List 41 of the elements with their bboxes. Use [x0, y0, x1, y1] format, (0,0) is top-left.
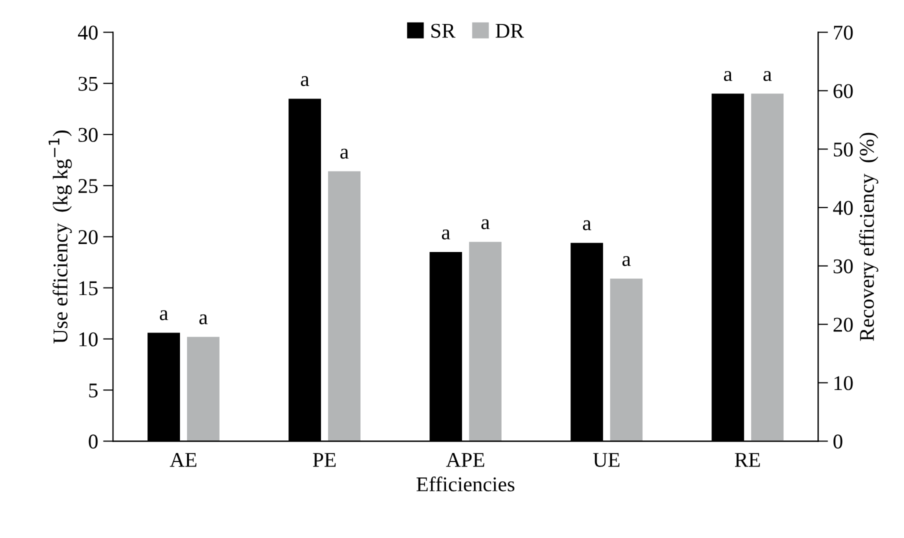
x-tick-label: UE	[593, 453, 620, 467]
data-label: a	[442, 230, 450, 240]
x-tick-label: AE	[170, 452, 196, 467]
y2-tick-label: 40	[833, 200, 853, 215]
bar	[610, 278, 643, 442]
y-tick-label: 5	[89, 384, 98, 398]
y2-tick-label: 30	[834, 259, 853, 274]
data-label: a	[481, 219, 490, 230]
data-label: a	[160, 310, 168, 320]
y2-tick-label: 50	[834, 142, 853, 157]
data-label: a	[340, 148, 349, 159]
legend-label: SR	[431, 24, 456, 38]
y-tick-label: 30	[78, 128, 98, 142]
y-tick-label: 10	[79, 332, 98, 346]
data-label: a	[300, 76, 310, 86]
y-tick-label: 15	[79, 281, 98, 296]
y2-tick-label: 0	[834, 434, 842, 449]
y-tick-label: 0	[88, 434, 98, 449]
data-label: a	[582, 220, 592, 230]
x-tick-label: PE	[312, 453, 336, 467]
y2-tick-label: 10	[834, 376, 853, 390]
bar	[328, 171, 360, 442]
y-tick-label: 25	[78, 179, 98, 194]
bar	[469, 242, 502, 442]
data-label: a	[763, 71, 772, 82]
y2-tick-label: 60	[834, 84, 853, 98]
y-tick-label: 40	[78, 26, 98, 40]
y2-tick-label: 20	[834, 318, 853, 332]
legend-label: DR	[496, 24, 524, 38]
x-tick-label: APE	[446, 452, 484, 467]
data-label: a	[724, 71, 732, 82]
x-tick-label: RE	[734, 453, 760, 467]
x-axis-title: Efficiencies	[416, 476, 514, 492]
data-label: a	[622, 256, 631, 266]
y-tick-label: 35	[78, 76, 98, 91]
y2-axis-title: Recovery efficiency (%)	[859, 132, 878, 341]
bar	[187, 336, 220, 442]
y-axis-title: Use efficiency (kg kg$^{−1}$)	[48, 130, 72, 344]
y2-tick-label: 70	[834, 26, 853, 40]
y-tick-label: 20	[78, 230, 98, 244]
data-label: a	[199, 314, 208, 324]
